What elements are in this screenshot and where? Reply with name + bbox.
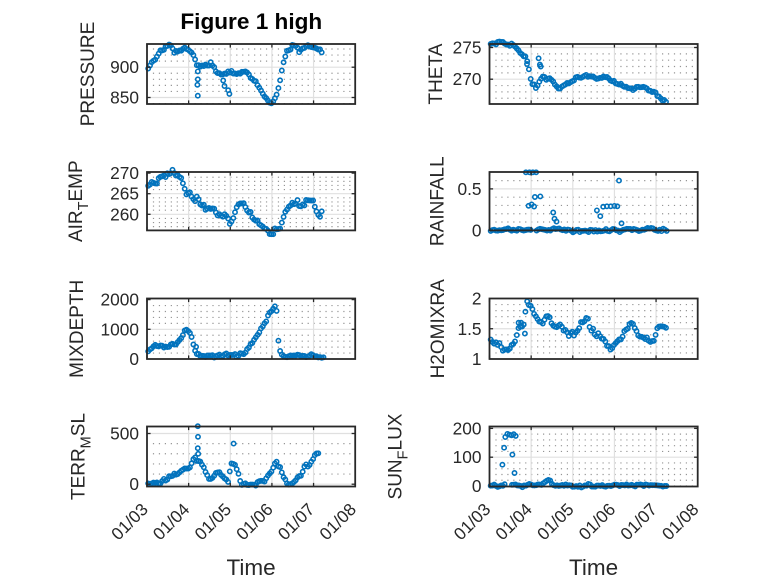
- svg-text:0: 0: [472, 220, 482, 240]
- svg-text:265: 265: [110, 184, 139, 204]
- svg-text:1.5: 1.5: [457, 319, 481, 339]
- svg-text:PRESSURE: PRESSURE: [78, 22, 99, 127]
- svg-text:2000: 2000: [101, 290, 139, 310]
- svg-text:275: 275: [453, 38, 482, 58]
- svg-text:200: 200: [453, 418, 482, 438]
- svg-text:THETA: THETA: [426, 43, 447, 104]
- svg-text:H2OMIXRA: H2OMIXRA: [428, 279, 449, 379]
- svg-text:0: 0: [129, 474, 139, 494]
- svg-text:2: 2: [472, 289, 482, 309]
- svg-text:900: 900: [110, 57, 139, 77]
- svg-text:Figure 1 high: Figure 1 high: [180, 9, 322, 34]
- svg-text:1000: 1000: [101, 319, 139, 339]
- svg-text:100: 100: [453, 447, 482, 467]
- svg-text:1: 1: [472, 349, 482, 369]
- svg-text:500: 500: [110, 424, 139, 444]
- svg-text:260: 260: [110, 204, 139, 224]
- svg-text:MIXDEPTH: MIXDEPTH: [67, 280, 88, 378]
- svg-text:0: 0: [129, 349, 139, 369]
- svg-text:RAINFALL: RAINFALL: [428, 156, 449, 246]
- svg-text:0: 0: [472, 476, 482, 496]
- svg-text:Time: Time: [569, 555, 618, 580]
- svg-text:0.5: 0.5: [457, 179, 481, 199]
- svg-text:Time: Time: [227, 555, 276, 580]
- svg-text:270: 270: [110, 163, 139, 183]
- svg-text:270: 270: [453, 69, 482, 89]
- svg-text:850: 850: [110, 88, 139, 108]
